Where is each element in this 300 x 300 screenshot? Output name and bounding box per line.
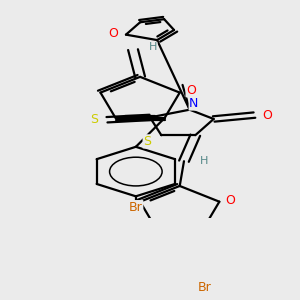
Text: O: O <box>226 194 236 207</box>
Text: O: O <box>186 84 196 97</box>
Text: Br: Br <box>129 201 143 214</box>
Text: N: N <box>189 97 199 110</box>
Text: O: O <box>108 27 118 40</box>
Text: H: H <box>148 42 157 52</box>
Text: O: O <box>262 109 272 122</box>
Text: S: S <box>90 113 98 126</box>
Text: H: H <box>200 156 208 166</box>
Text: Br: Br <box>197 281 211 294</box>
Text: S: S <box>143 135 151 148</box>
